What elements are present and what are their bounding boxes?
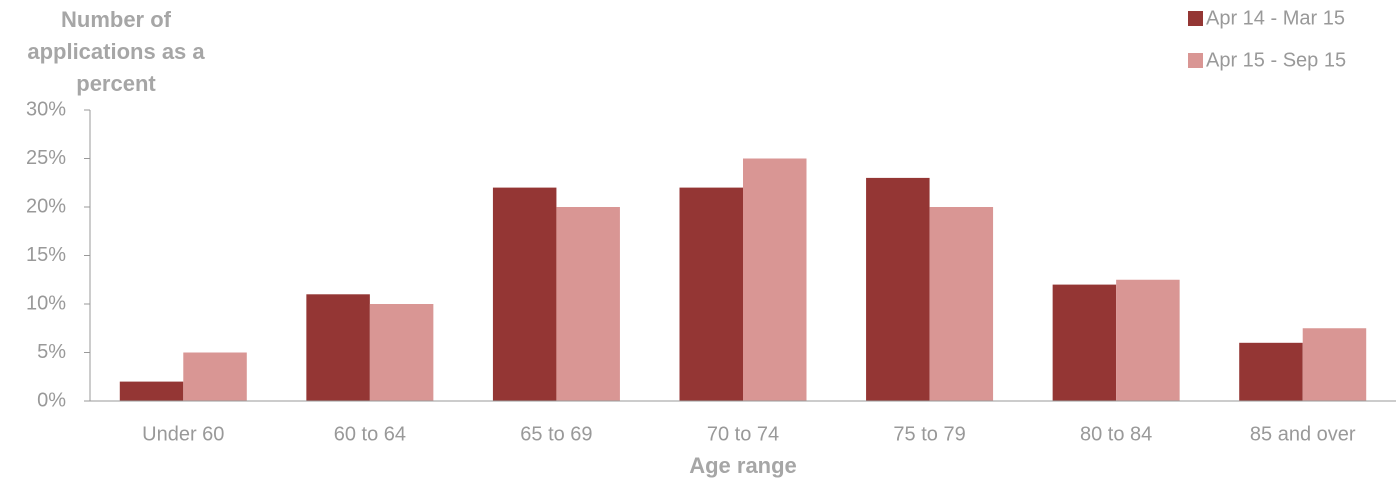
legend-swatch [1188, 53, 1203, 68]
legend-label: Apr 15 - Sep 15 [1206, 49, 1346, 71]
y-tick-label: 20% [26, 195, 66, 217]
x-tick-label: 60 to 64 [334, 423, 406, 445]
bar [1239, 342, 1303, 401]
legend-label: Apr 14 - Mar 15 [1206, 7, 1345, 29]
bar [306, 294, 370, 401]
y-tick-label: 0% [37, 389, 66, 411]
y-tick-label: 5% [37, 341, 66, 363]
bar [929, 207, 994, 401]
bar [183, 352, 247, 401]
bar [492, 187, 557, 401]
bar [743, 158, 807, 401]
bar [1302, 328, 1367, 401]
legend-swatch [1188, 11, 1203, 26]
bar [679, 187, 743, 401]
bar [1052, 284, 1117, 401]
x-tick-label: 75 to 79 [893, 423, 965, 445]
bar [119, 381, 184, 401]
x-tick-label: 85 and over [1250, 423, 1356, 445]
y-axis-title: Number of applications as a percent [27, 7, 205, 96]
bar [556, 207, 620, 401]
y-tick-label: 25% [26, 147, 66, 169]
x-tick-label: 65 to 69 [520, 423, 592, 445]
y-tick-label: 30% [26, 98, 66, 120]
x-tick-label: 80 to 84 [1080, 423, 1152, 445]
bar [1116, 279, 1180, 401]
y-tick-label: 15% [26, 244, 66, 266]
bar [369, 304, 434, 401]
x-axis-title: Age range [689, 453, 797, 478]
x-tick-label: 70 to 74 [707, 423, 779, 445]
x-tick-label: Under 60 [142, 423, 224, 445]
bar [866, 177, 930, 401]
y-tick-label: 10% [26, 292, 66, 314]
